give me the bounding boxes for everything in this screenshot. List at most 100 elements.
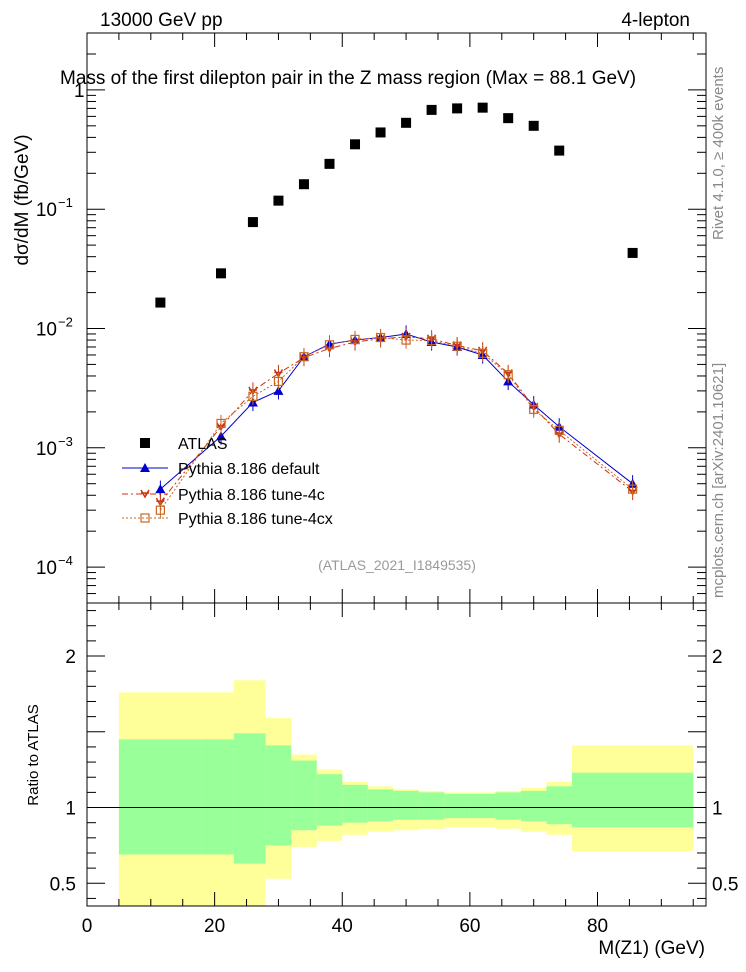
ratio-band-inner (233, 733, 266, 864)
y-tick-label: 10 (36, 439, 57, 460)
data-point (248, 391, 258, 401)
ratio-band-inner (201, 739, 234, 855)
data-point (375, 332, 386, 343)
data-point (426, 336, 437, 346)
data-point (503, 370, 513, 380)
ratio-band-inner (291, 760, 317, 831)
data-point (478, 348, 488, 358)
ratio-tick-label: 1 (65, 799, 76, 820)
ratio-frame (86, 602, 707, 907)
ratio-y-axis-label: Ratio to ATLAS (25, 704, 42, 805)
ratio-band-inner (469, 793, 496, 819)
data-point-atlas (452, 103, 463, 114)
data-point-atlas (298, 179, 309, 190)
ratio-band-inner (571, 772, 694, 828)
data-point (324, 340, 335, 350)
data-point (299, 352, 309, 362)
legend-label: ATLAS (178, 436, 228, 453)
data-point (350, 334, 360, 345)
ratio-band-inner (418, 792, 445, 820)
ratio-pane: 0.5 0.5 1 1 2 2 0 20 40 60 80 (50, 602, 739, 937)
ratio-tick-label-right: 0.5 (712, 874, 738, 895)
data-point-atlas (528, 120, 539, 131)
y-tick-exponent: −4 (58, 553, 73, 568)
series-curves (159, 333, 633, 511)
data-point-atlas (503, 113, 514, 124)
data-point-atlas (350, 139, 361, 150)
ratio-band-inner (444, 793, 470, 819)
legend: ATLAS Pythia 8.186 default Pythia 8.186 tu… (122, 436, 333, 528)
data-point (273, 385, 284, 395)
y-tick-labels: 10 −410 −310 −210 −11 (36, 81, 85, 579)
ratio-band-inner (118, 739, 202, 855)
data-point (216, 431, 227, 441)
data-point-atlas (273, 195, 284, 206)
legend-marker-4cx (140, 513, 150, 523)
y-tick-exponent: −3 (58, 434, 73, 449)
data-point-atlas (426, 104, 437, 115)
x-tick-labels: 0 20 40 60 80 (82, 916, 608, 937)
ratio-band-inner (367, 789, 394, 822)
data-point-atlas (155, 297, 166, 308)
data-point-atlas (554, 145, 565, 156)
data-point-atlas (477, 102, 488, 113)
main-ticks (86, 32, 706, 604)
data-point-atlas (247, 217, 258, 228)
x-tick-label: 60 (459, 916, 480, 937)
ratio-tick-label-right: 2 (712, 647, 723, 668)
series-line-3 (159, 337, 633, 511)
ratio-band-inner (316, 774, 343, 826)
y-tick-label: 10 (36, 200, 57, 221)
data-point (155, 484, 166, 494)
y-axis-label: dσ/dM (fb/GeV) (12, 134, 33, 265)
x-tick-label: 20 (204, 916, 225, 937)
ratio-band-inner (342, 784, 368, 823)
analysis-watermark: (ATLAS_2021_I1849535) (318, 557, 476, 573)
ratio-band-inner (265, 745, 292, 846)
data-point (401, 335, 411, 345)
ratio-tick-label: 2 (65, 647, 76, 668)
series-markers (155, 102, 638, 519)
legend-marker-4c (140, 489, 150, 499)
data-point (628, 484, 638, 494)
data-point (529, 404, 539, 414)
data-point-atlas (401, 117, 412, 128)
ratio-bands (118, 680, 694, 906)
y-tick-label: 10 (36, 320, 57, 341)
ratio-tick-label-right: 1 (712, 799, 723, 820)
y-tick-label: 1 (74, 81, 85, 102)
mcplots-label: mcplots.cern.ch [arXiv:2401.10621] (710, 363, 727, 598)
legend-label: Pythia 8.186 tune-4c (178, 487, 325, 504)
y-tick-label: 10 (36, 558, 57, 579)
main-pane: 10 −410 −310 −210 −11 Mass of the first dile… (36, 32, 707, 604)
y-tick-exponent: −1 (58, 195, 73, 210)
legend-marker-atlas (140, 438, 150, 448)
ratio-band-inner (393, 790, 419, 820)
data-point-atlas (627, 247, 638, 258)
ratio-band-inner (495, 792, 521, 820)
data-point-atlas (324, 158, 335, 169)
data-point-atlas (216, 268, 227, 279)
series-line-1 (160, 333, 633, 490)
chart-title: Mass of the first dilepton pair in the Z… (60, 68, 636, 89)
x-tick-label: 40 (332, 916, 353, 937)
header-energy: 13000 GeV pp (100, 10, 223, 31)
y-tick-exponent: −2 (58, 315, 73, 330)
legend-marker-default (140, 463, 150, 472)
ratio-band-inner (546, 786, 572, 825)
legend-label: Pythia 8.186 default (178, 461, 320, 478)
data-point (452, 341, 462, 351)
data-point (554, 425, 564, 435)
header-process: 4-lepton (621, 10, 690, 31)
x-tick-label: 80 (587, 916, 608, 937)
series-line-2 (159, 336, 633, 503)
rivet-label: Rivet 4.1.0, ≥ 400k events (710, 67, 727, 240)
data-point (155, 505, 165, 515)
legend-label: Pythia 8.186 tune-4cx (178, 511, 333, 528)
x-axis-label: M(Z1) (GeV) (598, 938, 705, 959)
x-tick-label: 0 (82, 916, 93, 937)
ratio-tick-label: 0.5 (50, 874, 76, 895)
data-point (216, 418, 226, 429)
ratio-tick-labels: 0.5 0.5 1 1 2 2 (50, 647, 739, 895)
